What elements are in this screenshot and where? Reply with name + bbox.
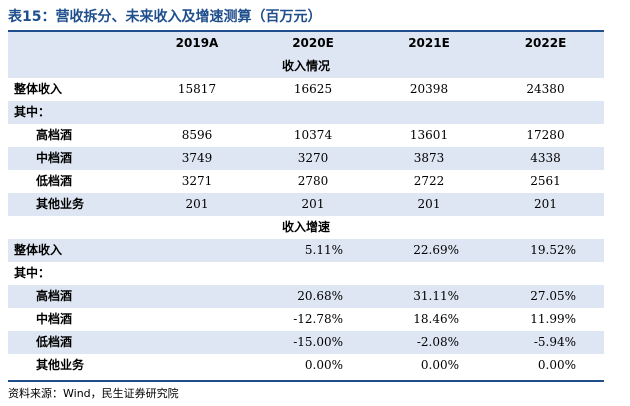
table-cell: 13601 bbox=[409, 128, 449, 142]
table-row: 其他业务 0.00% 0.00% 0.00% bbox=[8, 354, 604, 377]
table-title: 表15：营收拆分、未来收入及增速测算（百万元） bbox=[8, 9, 322, 25]
table-cell bbox=[139, 262, 255, 285]
row-label: 中档酒 bbox=[36, 312, 73, 326]
table-cell: 31.11% bbox=[371, 285, 487, 308]
table-row: 整体收入 5.11% 22.69% 19.52% bbox=[8, 239, 604, 262]
row-label: 其中： bbox=[14, 266, 51, 280]
table-row: 其中： bbox=[8, 262, 604, 285]
table-cell: 201 bbox=[255, 193, 371, 216]
table-cell bbox=[139, 239, 255, 262]
header-cell-blank bbox=[8, 32, 139, 55]
table-cell bbox=[139, 285, 255, 308]
table-cell: 22.69% bbox=[371, 239, 487, 262]
table-cell: 27.05% bbox=[487, 285, 604, 308]
row-label: 其他业务 bbox=[8, 193, 139, 216]
table-cell: 201 bbox=[487, 193, 604, 216]
table-cell: -2.08% bbox=[371, 331, 487, 354]
table-cell: 3271 bbox=[181, 174, 213, 188]
table-row: 中档酒 -12.78% 18.46% 11.99% bbox=[8, 308, 604, 331]
row-label: 中档酒 bbox=[8, 147, 139, 170]
table-cell: 3270 bbox=[255, 147, 371, 170]
table-cell: 18.46% bbox=[413, 312, 459, 326]
revenue-table: 2019A 2020E 2021E 2022E 收入情况 整体收入 15817 … bbox=[8, 32, 604, 377]
table-row: 其中： bbox=[8, 101, 604, 124]
table-cell: 8596 bbox=[181, 128, 213, 142]
table-cell: 2780 bbox=[297, 174, 329, 188]
header-cell-2022e: 2022E bbox=[487, 32, 604, 55]
row-label: 整体收入 bbox=[8, 239, 139, 262]
section-header-revenue: 收入情况 bbox=[8, 55, 604, 78]
table-cell: 15817 bbox=[177, 82, 217, 96]
table-cell: 3873 bbox=[371, 147, 487, 170]
top-rule bbox=[8, 30, 604, 32]
table-cell bbox=[139, 331, 255, 354]
table-cell: 0.00% bbox=[304, 358, 343, 372]
header-cell-2020e: 2020E bbox=[255, 32, 371, 55]
header-cell-2019a: 2019A bbox=[139, 32, 255, 55]
table-cell: -15.00% bbox=[255, 331, 371, 354]
table-cell: 2722 bbox=[413, 174, 445, 188]
table-cell: 0.00% bbox=[537, 358, 576, 372]
table-cell bbox=[371, 101, 487, 124]
section-title: 收入情况 bbox=[8, 55, 604, 78]
header-row: 2019A 2020E 2021E 2022E bbox=[8, 32, 604, 55]
table-cell: 16625 bbox=[293, 82, 333, 96]
source-note: 资料来源：Wind，民生证券研究院 bbox=[8, 387, 179, 400]
row-label: 低档酒 bbox=[36, 174, 73, 188]
table-cell bbox=[139, 354, 255, 377]
header-cell-2021e: 2021E bbox=[371, 32, 487, 55]
table-cell: 20.68% bbox=[255, 285, 371, 308]
table-row: 整体收入 15817 16625 20398 24380 bbox=[8, 78, 604, 101]
row-label: 低档酒 bbox=[8, 331, 139, 354]
table-row: 低档酒 3271 2780 2722 2561 bbox=[8, 170, 604, 193]
table-row: 高档酒 20.68% 31.11% 27.05% bbox=[8, 285, 604, 308]
table-cell bbox=[487, 101, 604, 124]
bottom-rule bbox=[8, 380, 604, 382]
table-cell bbox=[139, 308, 255, 331]
table-cell: 201 bbox=[139, 193, 255, 216]
table-cell: 19.52% bbox=[487, 239, 604, 262]
table-cell bbox=[255, 262, 371, 285]
table-cell bbox=[139, 101, 255, 124]
table-cell: 11.99% bbox=[530, 312, 576, 326]
table-cell: -12.78% bbox=[293, 312, 343, 326]
row-label: 其他业务 bbox=[36, 358, 85, 372]
row-label: 高档酒 bbox=[36, 128, 73, 142]
row-label: 高档酒 bbox=[8, 285, 139, 308]
table-cell: 0.00% bbox=[420, 358, 459, 372]
table-row: 中档酒 3749 3270 3873 4338 bbox=[8, 147, 604, 170]
table-cell: 201 bbox=[371, 193, 487, 216]
table-cell: 5.11% bbox=[255, 239, 371, 262]
table-cell: 4338 bbox=[487, 147, 604, 170]
table-cell: 20398 bbox=[409, 82, 449, 96]
table-cell: 24380 bbox=[526, 82, 565, 96]
table-cell bbox=[255, 101, 371, 124]
table-cell: -5.94% bbox=[487, 331, 604, 354]
section-header-growth: 收入增速 bbox=[8, 216, 604, 239]
table-cell bbox=[371, 262, 487, 285]
table-cell: 3749 bbox=[139, 147, 255, 170]
table-cell bbox=[487, 262, 604, 285]
table-row: 其他业务 201 201 201 201 bbox=[8, 193, 604, 216]
section-title: 收入增速 bbox=[281, 220, 330, 234]
table-cell: 17280 bbox=[526, 128, 565, 142]
table-cell: 2561 bbox=[530, 174, 561, 188]
row-label: 整体收入 bbox=[14, 82, 63, 96]
table-cell: 10374 bbox=[293, 128, 333, 142]
row-label: 其中： bbox=[8, 101, 139, 124]
table-row: 低档酒 -15.00% -2.08% -5.94% bbox=[8, 331, 604, 354]
table-row: 高档酒 8596 10374 13601 17280 bbox=[8, 124, 604, 147]
